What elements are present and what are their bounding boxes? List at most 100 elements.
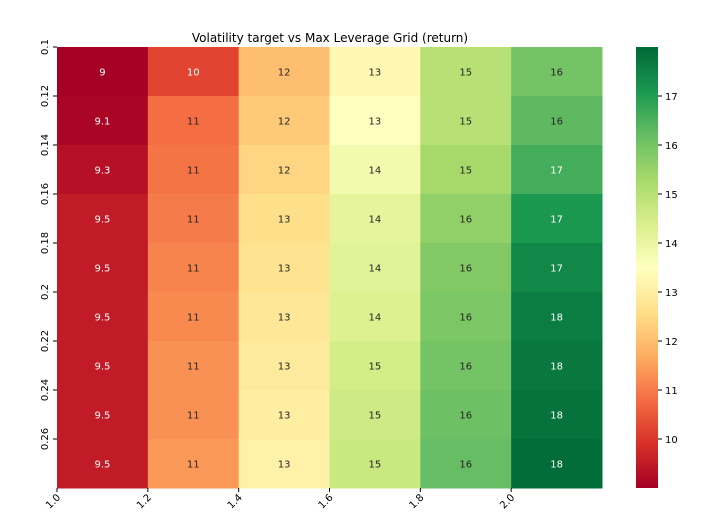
cell-label: 11 (187, 166, 200, 177)
cell-label: 11 (187, 313, 200, 324)
heatmap-cell (238, 145, 330, 195)
cell-label: 11 (187, 362, 200, 373)
heatmap-cell (511, 96, 603, 146)
x-tick-label: 1.2 (135, 492, 154, 511)
colorbar-tick-label: 13 (665, 288, 678, 299)
heatmap-cell (57, 243, 149, 293)
heatmap-cell (511, 243, 603, 293)
cell-label: 15 (369, 411, 382, 422)
cell-label: 16 (459, 411, 472, 422)
cell-label: 9.5 (94, 411, 110, 422)
cell-label: 12 (278, 117, 291, 128)
heatmap-cell (238, 243, 330, 293)
cell-label: 11 (187, 460, 200, 471)
cell-label: 16 (550, 68, 563, 79)
cell-label: 11 (187, 215, 200, 226)
heatmap-cell (420, 341, 512, 391)
heatmap-cell (147, 292, 240, 342)
y-tick-label: 0.2 (40, 284, 51, 300)
heatmap-cell (147, 194, 240, 244)
heatmap-cell (147, 96, 240, 146)
y-axis: 0.1 0.12 0.14 0.16 0.18 0.2 0.22 0.24 0.26 (40, 39, 57, 450)
cell-label: 18 (550, 460, 563, 471)
cell-label: 15 (369, 460, 382, 471)
cell-label: 11 (187, 411, 200, 422)
cell-label: 17 (550, 166, 563, 177)
colorbar-tick-label: 11 (665, 386, 678, 397)
y-tick-label: 0.18 (40, 232, 51, 254)
colorbar-tick-label: 10 (665, 435, 678, 446)
cell-label: 15 (459, 117, 472, 128)
y-tick-label: 0.14 (40, 134, 51, 156)
heatmap-cell (420, 47, 512, 97)
heatmap-cell (147, 341, 240, 391)
heatmap-cell (329, 145, 421, 195)
heatmap-cell (238, 341, 330, 391)
cell-label: 13 (278, 264, 291, 275)
cell-label: 14 (369, 166, 382, 177)
cell-label: 9.1 (94, 117, 110, 128)
cell-label: 17 (550, 215, 563, 226)
heatmap-cell (420, 292, 512, 342)
colorbar: 10 11 12 13 14 15 16 17 (636, 47, 678, 488)
cell-label: 15 (459, 68, 472, 79)
cell-label: 9.3 (94, 166, 110, 177)
cell-label: 13 (278, 362, 291, 373)
heatmap-cell (511, 194, 603, 244)
y-tick-label: 0.12 (40, 85, 51, 107)
heatmap-cell (238, 292, 330, 342)
heatmap-cell (329, 292, 421, 342)
heatmap-cell (238, 47, 330, 97)
heatmap-cell (329, 390, 421, 440)
cell-label: 10 (187, 68, 200, 79)
heatmap-cell (420, 194, 512, 244)
heatmap-cell (329, 341, 421, 391)
colorbar-gradient (636, 47, 658, 488)
heatmap-cell (511, 341, 603, 391)
cell-label: 11 (187, 117, 200, 128)
cell-label: 16 (459, 313, 472, 324)
heatmap-cell (420, 145, 512, 195)
heatmap-cell (238, 96, 330, 146)
heatmap-cell (511, 292, 603, 342)
heatmap-cell (329, 243, 421, 293)
cell-label: 18 (550, 411, 563, 422)
cell-label: 13 (278, 215, 291, 226)
cell-label: 14 (369, 313, 382, 324)
x-tick-label: 2.0 (498, 492, 517, 511)
heatmap-cell (511, 47, 603, 97)
cell-label: 17 (550, 264, 563, 275)
cell-label: 18 (550, 362, 563, 373)
heatmap-cell (329, 439, 421, 489)
heatmap-cell (57, 47, 149, 97)
x-tick-label: 1.6 (317, 492, 336, 511)
cell-label: 13 (278, 313, 291, 324)
heatmap-cell (238, 390, 330, 440)
cell-label: 15 (369, 362, 382, 373)
cell-label: 14 (369, 264, 382, 275)
heatmap-cell (420, 96, 512, 146)
x-axis: 1.0 1.2 1.4 1.6 1.8 2.0 (44, 488, 517, 511)
heatmap-cells: 9 10 12 13 15 16 9.1 11 12 13 15 16 9.3 11 12 14 15 17 9.5… (57, 47, 603, 489)
heatmap-cell (511, 145, 603, 195)
heatmap-cell (57, 439, 149, 489)
heatmap-cell (147, 47, 240, 97)
cell-label: 16 (459, 215, 472, 226)
y-tick-label: 0.16 (40, 183, 51, 205)
cell-label: 9 (99, 68, 105, 79)
cell-label: 15 (459, 166, 472, 177)
heatmap-cell (420, 390, 512, 440)
y-tick-label: 0.24 (40, 379, 51, 401)
colorbar-tick-label: 17 (665, 92, 678, 103)
cell-label: 16 (550, 117, 563, 128)
heatmap-cell (147, 145, 240, 195)
heatmap-cell (147, 390, 240, 440)
cell-label: 16 (459, 362, 472, 373)
heatmap-cell (57, 341, 149, 391)
cell-label: 16 (459, 460, 472, 471)
colorbar-tick-label: 16 (665, 141, 678, 152)
heatmap-cell (147, 439, 240, 489)
x-tick-label: 1.0 (44, 492, 63, 511)
heatmap-cell (511, 390, 603, 440)
